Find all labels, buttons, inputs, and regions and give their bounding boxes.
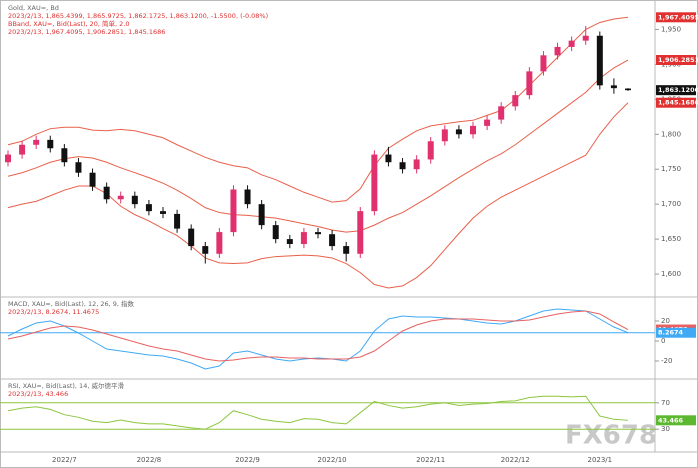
candle-body bbox=[75, 162, 82, 173]
price-label: 1,906.2851 bbox=[658, 56, 698, 64]
candle-body bbox=[258, 204, 265, 226]
candle-body bbox=[610, 85, 617, 89]
series-line bbox=[7, 16, 629, 203]
x-tick-label: 2022/10 bbox=[318, 456, 347, 464]
chart-subtitle: 2023/2/13, 43.466 bbox=[8, 390, 68, 398]
y-tick-label: 30 bbox=[661, 425, 670, 433]
candle-body bbox=[568, 40, 575, 47]
price-label-box bbox=[656, 97, 696, 108]
chart-title: Gold, XAU=, Bd bbox=[8, 4, 59, 12]
series-line bbox=[7, 59, 629, 233]
candle-body bbox=[441, 129, 448, 142]
candle-body bbox=[272, 225, 279, 240]
price-label-box bbox=[656, 85, 696, 96]
annotation: BBand, XAU=, Bid(Last), 20, 简单, 2.0 bbox=[8, 19, 130, 28]
price-label-box bbox=[656, 415, 696, 426]
y-tick-label: 20 bbox=[661, 317, 670, 325]
candle-body bbox=[357, 211, 364, 254]
candle-body bbox=[47, 139, 54, 149]
candle-body bbox=[498, 106, 505, 120]
x-tick-label: 2022/7 bbox=[52, 456, 77, 464]
candle-body bbox=[145, 204, 152, 212]
price-label: 8.2674 bbox=[658, 329, 684, 337]
candle-body bbox=[300, 232, 307, 244]
candle-body bbox=[385, 154, 392, 163]
candle-body bbox=[61, 148, 68, 163]
candle-body bbox=[117, 195, 124, 200]
candle-body bbox=[484, 119, 491, 126]
y-tick-label: 0 bbox=[661, 337, 665, 345]
candle-body bbox=[329, 234, 336, 247]
price-label: 43.466 bbox=[658, 416, 684, 424]
candle-body bbox=[371, 154, 378, 212]
candle-body bbox=[244, 189, 251, 205]
candle-body bbox=[625, 88, 631, 91]
candle-body bbox=[230, 189, 237, 233]
watermark: FX678 bbox=[565, 421, 657, 451]
candle-body bbox=[33, 139, 40, 145]
candle-body bbox=[103, 186, 110, 200]
chart-title: MACD, XAU=, Bid(Last), 12, 26, 9, 指数 bbox=[8, 299, 135, 308]
candle-body bbox=[188, 228, 195, 247]
x-tick-label: 2022/11 bbox=[416, 456, 445, 464]
candle-body bbox=[399, 162, 406, 170]
candle-body bbox=[470, 125, 476, 135]
candle-body bbox=[540, 55, 547, 72]
candle-body bbox=[286, 239, 293, 244]
price-label-box bbox=[656, 327, 696, 338]
candle-body bbox=[582, 35, 589, 41]
x-tick-label: 2022/8 bbox=[137, 456, 162, 464]
candle-body bbox=[554, 46, 561, 56]
candle-body bbox=[427, 141, 434, 160]
x-tick-label: 2022/12 bbox=[501, 456, 530, 464]
candle-body bbox=[216, 232, 223, 254]
y-tick-label: -20 bbox=[661, 357, 672, 365]
y-tick-label: 1,650 bbox=[661, 235, 681, 243]
candle-body bbox=[5, 154, 11, 163]
y-tick-label: 1,750 bbox=[661, 165, 681, 173]
y-tick-label: 1,800 bbox=[661, 130, 681, 138]
y-tick-label: 70 bbox=[661, 399, 670, 407]
candle-body bbox=[413, 159, 420, 170]
x-tick-label: 2022/9 bbox=[235, 456, 260, 464]
chart-title: RSI, XAU=, Bid(Last), 14, 威尔德平滑 bbox=[8, 381, 124, 390]
chart-subtitle: 2023/2/13, 8.2674, 11.4675 bbox=[8, 308, 99, 316]
candle-body bbox=[89, 172, 96, 187]
candle-body bbox=[19, 144, 26, 155]
candle-body bbox=[131, 195, 138, 205]
candle-body bbox=[512, 95, 519, 107]
price-label: 1,967.4095 bbox=[658, 13, 698, 21]
y-tick-label: 1,700 bbox=[661, 200, 681, 208]
y-tick-label: 1,950 bbox=[661, 25, 681, 33]
price-label: 1,845.1686 bbox=[658, 99, 698, 107]
candle-body bbox=[596, 35, 603, 86]
candle-body bbox=[455, 129, 462, 135]
candle-body bbox=[315, 232, 321, 235]
series-line bbox=[7, 395, 629, 430]
price-label: 1,863.1200 bbox=[658, 86, 698, 94]
candle-body bbox=[174, 213, 181, 229]
series-line bbox=[7, 308, 629, 370]
series-line bbox=[7, 102, 629, 289]
price-label-box bbox=[656, 55, 696, 66]
candle-body bbox=[526, 71, 533, 96]
candle-body bbox=[202, 246, 209, 254]
series-line bbox=[7, 310, 629, 362]
y-tick-label: 1,600 bbox=[661, 270, 681, 278]
candle-body bbox=[343, 246, 350, 254]
x-tick-label: 2023/1 bbox=[587, 456, 612, 464]
candle-body bbox=[160, 211, 166, 214]
price-label-box bbox=[656, 12, 696, 23]
annotation: 2023/2/13, 1,967.4095, 1,906.2851, 1,845… bbox=[8, 28, 165, 36]
chart-subtitle: 2023/2/13, 1,865.4399, 1,865.9725, 1,862… bbox=[8, 12, 268, 20]
